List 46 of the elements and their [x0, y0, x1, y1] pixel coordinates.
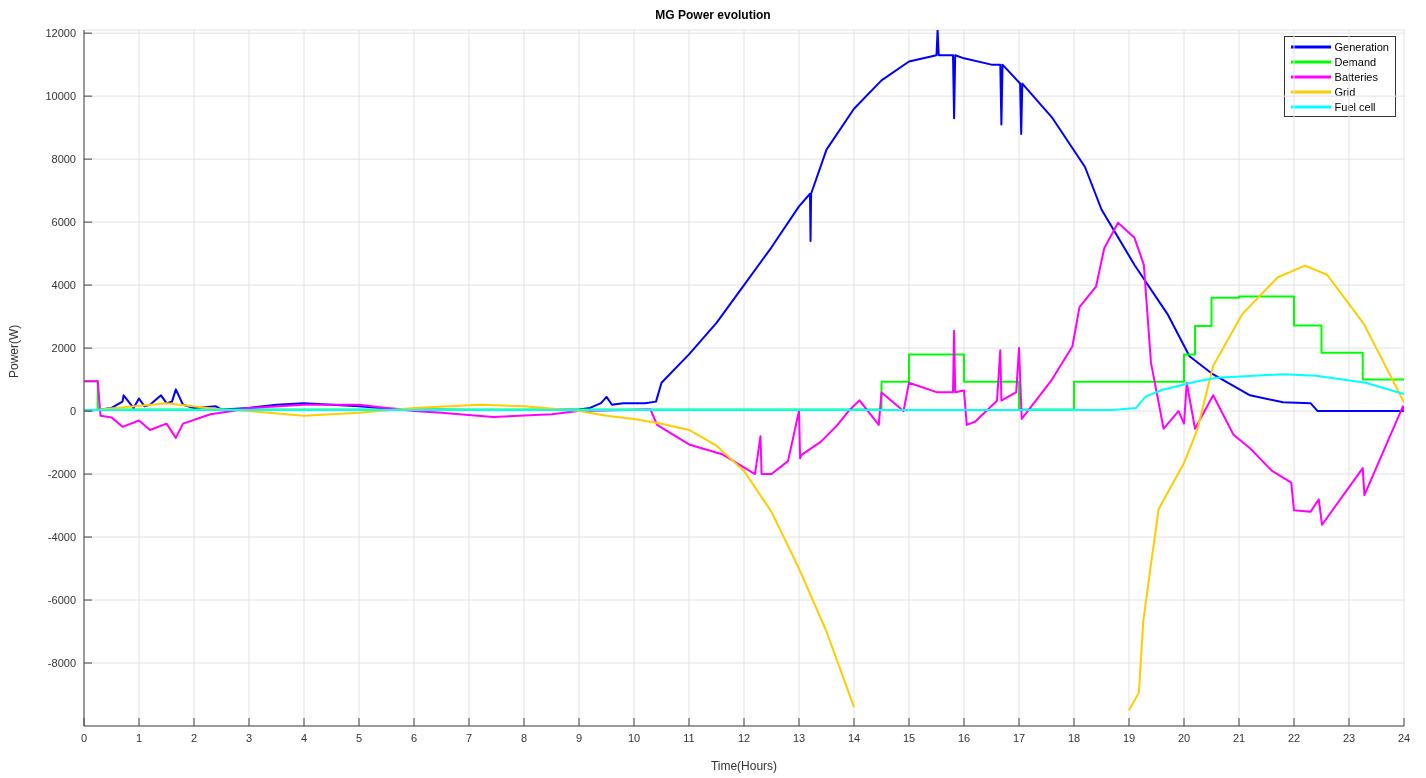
x-tick-label: 18	[1067, 731, 1081, 744]
x-tick-label: 14	[847, 731, 861, 744]
legend-label: Batteries	[1334, 70, 1378, 83]
y-tick-label: 8000	[51, 153, 76, 166]
x-tick-label: 13	[792, 731, 806, 744]
x-tick-label: 1	[135, 731, 143, 744]
legend-label: Grid	[1334, 85, 1356, 98]
y-tick-label: 2000	[51, 341, 76, 354]
x-tick-label: 10	[627, 731, 641, 744]
x-tick-label: 24	[1397, 731, 1411, 744]
x-tick-label: 17	[1012, 731, 1026, 744]
x-tick-label: 15	[902, 731, 916, 744]
y-tick-label: 0	[69, 404, 76, 417]
x-tick-label: 19	[1122, 731, 1136, 744]
y-tick-label: 10000	[45, 90, 76, 103]
x-tick-label: 21	[1232, 731, 1246, 744]
line-series	[84, 373, 1404, 412]
x-tick-label: 9	[575, 731, 583, 744]
y-tick-label: 4000	[51, 279, 76, 291]
legend-label: Generation	[1334, 40, 1389, 53]
x-tick-label: 11	[683, 731, 695, 744]
y-tick-label: -2000	[47, 467, 76, 480]
x-tick-label: 22	[1287, 731, 1301, 744]
x-tick-label: 7	[465, 731, 473, 744]
y-tick-label: -6000	[47, 593, 76, 606]
y-tick-label: 6000	[51, 216, 76, 229]
x-tick-label: 6	[410, 731, 418, 744]
x-tick-label: 8	[520, 731, 528, 744]
x-axis-title: Time(Hours)	[710, 759, 778, 773]
legend-label: Demand	[1334, 55, 1377, 68]
x-tick-label: 3	[245, 731, 253, 744]
x-tick-label: 20	[1177, 731, 1191, 744]
y-tick-label: 12000	[45, 27, 76, 40]
chart-title: MG Power evolution	[654, 8, 772, 24]
y-tick-label: -8000	[47, 656, 76, 669]
x-tick-label: 0	[80, 731, 88, 744]
x-tick-label: 4	[300, 731, 308, 744]
y-axis-title: Power(W)	[7, 324, 22, 378]
x-tick-label: 23	[1342, 731, 1356, 744]
line-series	[84, 221, 1404, 526]
legend-label: Fuel cell	[1334, 100, 1376, 113]
x-tick-label: 2	[190, 731, 198, 744]
x-tick-label: 16	[957, 731, 971, 744]
x-tick-label: 5	[355, 731, 363, 744]
x-tick-label: 12	[737, 731, 751, 744]
y-tick-label: -4000	[47, 530, 76, 543]
